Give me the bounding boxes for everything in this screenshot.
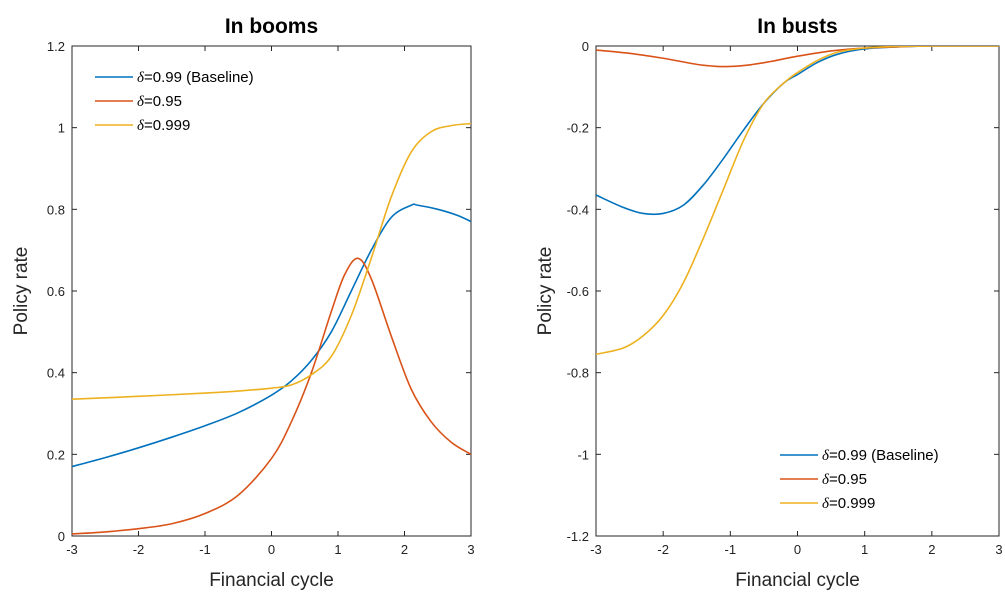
x-axis-label: Financial cycle: [209, 570, 334, 591]
chart-title: In busts: [757, 15, 838, 38]
x-axis-label: Financial cycle: [735, 570, 860, 591]
x-tick-label: 2: [401, 542, 408, 557]
x-tick-label: 3: [467, 542, 474, 557]
y-tick-label: 0: [582, 39, 589, 54]
x-tick-label: 1: [334, 542, 341, 557]
legend-label: =0.99 (Baseline): [829, 447, 939, 464]
y-tick-label: -1.2: [567, 529, 589, 544]
y-tick-label: -0.4: [567, 202, 589, 217]
legend-symbol: δ: [137, 118, 145, 134]
series-line-2: [72, 122, 471, 401]
x-tick-label: 3: [995, 542, 1002, 557]
y-tick-label: 0.2: [47, 447, 65, 462]
legend-entry: δ=0.99 (Baseline): [137, 69, 254, 86]
legend-entry: δ=0.95: [822, 471, 867, 488]
y-tick-label: -0.6: [567, 284, 589, 299]
x-tick-label: 1: [861, 542, 868, 557]
legend-symbol: δ: [822, 472, 830, 488]
y-tick-label: 0: [58, 529, 65, 544]
x-tick-label: -1: [725, 542, 737, 557]
x-tick-label: -2: [657, 542, 669, 557]
series-group: [72, 122, 471, 535]
x-tick-label: 0: [794, 542, 801, 557]
legend-label: =0.999: [144, 117, 190, 134]
chart-in-booms: In booms Financial cycle Policy rate -3 -…: [11, 15, 475, 591]
legend-label: =0.999: [829, 495, 875, 512]
plot-area: [71, 45, 472, 537]
legend: δ=0.99 (Baseline)δ=0.95δ=0.999: [95, 69, 254, 134]
legend-entry: δ=0.999: [137, 117, 190, 134]
series-group: [596, 46, 999, 356]
y-axis-label: Policy rate: [11, 247, 32, 336]
x-tick-label: -3: [66, 542, 78, 557]
x-tick-label: -1: [199, 542, 211, 557]
legend-label: =0.99 (Baseline): [144, 69, 254, 86]
x-tick-label: 0: [268, 542, 275, 557]
chart-title: In booms: [225, 15, 318, 38]
legend-entry: δ=0.95: [137, 93, 182, 110]
y-tick-label: 1.2: [47, 39, 65, 54]
y-tick-label: -0.8: [567, 366, 589, 381]
y-tick-label: 0.8: [47, 202, 65, 217]
x-tick-label: 2: [928, 542, 935, 557]
legend-symbol: δ: [822, 448, 830, 464]
legend-entry: δ=0.999: [822, 495, 875, 512]
series-line-0: [72, 203, 471, 468]
legend-symbol: δ: [137, 94, 145, 110]
chart-in-busts: In busts Financial cycle Policy rate -3-…: [535, 15, 1003, 591]
x-tick-label: -3: [590, 542, 602, 557]
legend-symbol: δ: [822, 496, 830, 512]
y-tick-label: 0.6: [47, 284, 65, 299]
legend-entry: δ=0.99 (Baseline): [822, 447, 939, 464]
legend-label: =0.95: [144, 93, 182, 110]
y-tick-label: -1: [577, 447, 589, 462]
series-line-1: [72, 257, 471, 535]
legend: δ=0.99 (Baseline)δ=0.95δ=0.999: [780, 447, 939, 512]
x-tick-label: -2: [133, 542, 145, 557]
y-tick-label: -0.2: [567, 121, 589, 136]
y-axis-label: Policy rate: [535, 247, 556, 336]
legend-label: =0.95: [829, 471, 867, 488]
y-tick-label: 1: [58, 121, 65, 136]
y-tick-label: 0.4: [47, 366, 65, 381]
legend-symbol: δ: [137, 70, 145, 86]
series-line-2: [596, 46, 999, 356]
